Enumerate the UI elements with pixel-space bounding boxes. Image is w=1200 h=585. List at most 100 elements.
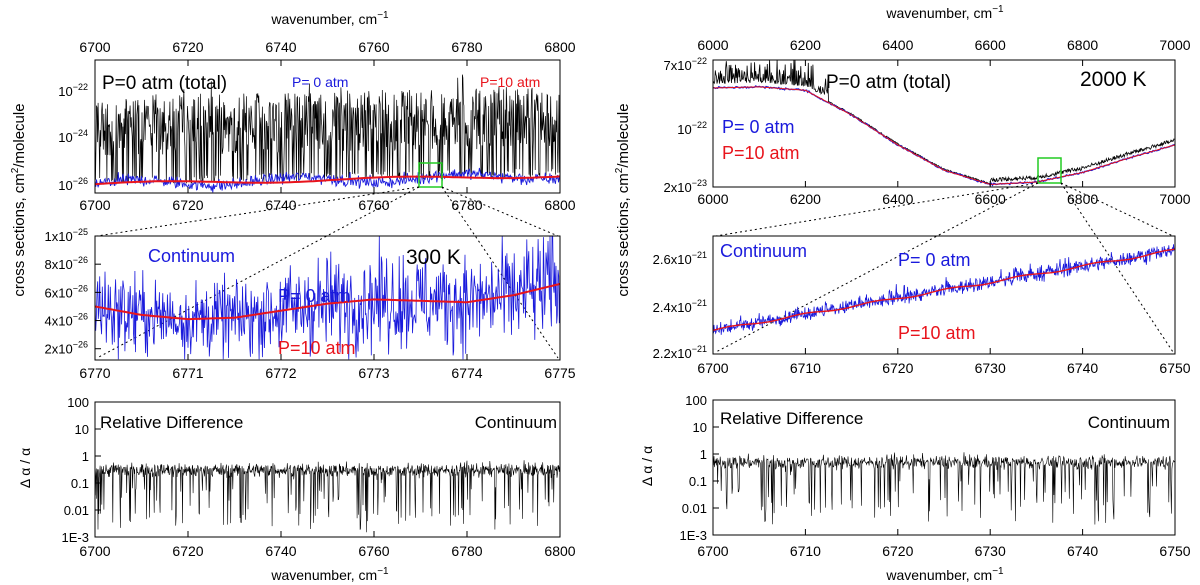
right-p3-ticklabel-4: 6740 (1067, 543, 1098, 559)
right-zoom-series-p0 (712, 244, 1176, 335)
left-zoom-connectors (96, 186, 559, 359)
right-p2-ticklabel-5: 6750 (1159, 360, 1190, 376)
right-panel-reldiff-yticks: 100 10 1 0.1 0.01 1E-3 (680, 393, 719, 543)
left-label-p0-zoom: P= 0 atm (278, 286, 351, 306)
right-connector-2 (1060, 182, 1174, 237)
left-panel-total: 6700 6720 6740 6760 6780 6800 6700 6720 6740 676… (58, 39, 576, 213)
right-p2-ticklabel-1: 6710 (790, 360, 821, 376)
left-label-p0: P= 0 atm (292, 74, 348, 90)
right-ytick-2.4e-21: 2.4x10−21 (653, 298, 707, 315)
left-label-reldiff: Relative Difference (100, 413, 243, 432)
right-ytick-2e-23: 2x10−23 (664, 178, 707, 195)
right-p3-ticklabel-0: 6700 (697, 543, 728, 559)
right-label-2000k: 2000 K (1080, 68, 1147, 91)
right-panel-reldiff-data (712, 452, 1176, 525)
left-panel-continuum-data (94, 235, 561, 360)
right-label-p0: P= 0 atm (722, 117, 795, 137)
left-ytick-1e-22: 10−22 (58, 82, 88, 99)
left-p2-yticklabel-2: 6x10−26 (45, 283, 88, 300)
left-panel-reldiff-yticks: 100 10 1 0.1 0.01 1E-3 (62, 395, 101, 545)
right-label-reldiff: Relative Difference (720, 409, 863, 428)
left-p3-ticklabel-4: 6780 (451, 543, 482, 559)
right-panel-continuum-frame (712, 235, 1176, 355)
right-label-reldiff-cont: Continuum (1088, 413, 1170, 432)
right-panel-reldiff-frame (712, 399, 1176, 536)
left-panel-total-top-ticks: 6700 6720 6740 6760 6780 6800 (79, 39, 576, 66)
left-panel-total-data (94, 74, 561, 193)
left-label-300k: 300 K (406, 246, 461, 269)
right-top-xlabel: wavenumber, cm−1 (885, 4, 1004, 21)
left-bottom-xlabel: wavenumber, cm−1 (270, 566, 389, 583)
left-p3-ticklabel-0: 6700 (79, 543, 110, 559)
left-p2-yticklabel-3: 4x10−26 (45, 312, 88, 329)
left-p3-yticklabel-5: 1E-3 (62, 530, 89, 545)
left-label-p10: P=10 atm (480, 74, 540, 90)
left-p1-bot-ticklabel-2: 6740 (265, 197, 296, 213)
left-p1-bot-ticklabel-1: 6720 (172, 197, 203, 213)
right-p1-bot-ticklabel-1: 6200 (790, 191, 821, 207)
left-p2-ticklabel-5: 6775 (544, 365, 575, 381)
right-label-total: P=0 atm (total) (826, 72, 951, 93)
left-reldiff-ylabel: Δ α / α (17, 448, 33, 488)
right-label-continuum: Continuum (720, 241, 807, 261)
right-p3-yticklabel-0: 100 (685, 393, 707, 408)
left-label-continuum: Continuum (148, 246, 235, 266)
right-p3-ticklabel-3: 6730 (975, 543, 1006, 559)
left-top-xlabel: wavenumber, cm−1 (270, 10, 389, 27)
left-p1-top-ticklabel-5: 6800 (544, 39, 575, 55)
left-ytick-1e-26: 10−26 (58, 176, 88, 193)
left-panel-continuum-yticks: 1x10−25 8x10−26 6x10−26 4x10−26 2x10−26 (45, 227, 101, 357)
left-panel-reldiff-xticks: 6700 6720 6740 6760 6780 6800 (79, 531, 576, 559)
right-p2-ticklabel-4: 6740 (1067, 360, 1098, 376)
left-p1-top-ticklabel-4: 6780 (451, 39, 482, 55)
left-label-p10-zoom: P=10 atm (278, 338, 356, 358)
left-series-reldiff (94, 460, 561, 533)
right-p3-yticklabel-5: 1E-3 (680, 528, 707, 543)
right-panel-total: 6000 6200 6400 6600 6800 7000 6000 6200 6400 660… (664, 37, 1191, 207)
right-ytick-7e-22: 7x10−22 (664, 56, 707, 73)
left-panel-continuum-frame (94, 235, 561, 361)
left-p2-ticklabel-3: 6773 (358, 365, 389, 381)
left-p3-ticklabel-3: 6760 (358, 543, 389, 559)
right-p1-bot-ticklabel-4: 6800 (1067, 191, 1098, 207)
right-zoom-connectors (715, 182, 1174, 353)
left-zoom-series-p10 (94, 282, 561, 321)
right-panel-total-yticks: 7x10−22 10−22 2x10−23 (664, 56, 707, 195)
left-p2-ticklabel-1: 6771 (172, 365, 203, 381)
right-panel-total-data (712, 59, 1176, 187)
left-ylabel: cross sections, cm2/molecule (10, 103, 28, 296)
right-series-reldiff (712, 452, 1176, 525)
left-label-reldiff-cont: Continuum (475, 413, 557, 432)
right-ytick-2.2e-21: 2.2x10−21 (653, 344, 707, 361)
right-p2-ticklabel-0: 6700 (697, 360, 728, 376)
left-panel-reldiff-data (94, 460, 561, 533)
left-panel-reldiff-frame (94, 401, 561, 538)
right-ylabel: cross sections, cm2/molecule (614, 103, 632, 296)
right-p1-bot-ticklabel-3: 6600 (975, 191, 1006, 207)
right-ytick-1e-22: 10−22 (677, 120, 707, 137)
right-connector-4 (1060, 182, 1174, 353)
left-p1-bot-ticklabel-4: 6780 (451, 197, 482, 213)
left-p2-yticklabel-0: 1x10−25 (45, 227, 88, 244)
right-panel-continuum-xticks: 6700 6710 6720 6730 6740 6750 (697, 348, 1191, 376)
left-p1-bot-ticklabel-0: 6700 (79, 197, 110, 213)
right-p1-top-ticklabel-5: 7000 (1159, 37, 1190, 53)
right-p1-bot-ticklabel-2: 6400 (882, 191, 913, 207)
right-zoom-series-p10 (712, 248, 1176, 332)
right-ytick-2.6e-21: 2.6x10−21 (653, 250, 707, 267)
left-p3-ticklabel-2: 6740 (265, 543, 296, 559)
right-p3-yticklabel-1: 10 (693, 420, 707, 435)
right-p1-bot-ticklabel-0: 6000 (697, 191, 728, 207)
left-p1-top-ticklabel-3: 6760 (358, 39, 389, 55)
left-p3-yticklabel-4: 0.01 (64, 503, 89, 518)
right-label-p10: P=10 atm (722, 143, 800, 163)
left-p3-yticklabel-3: 0.1 (71, 476, 89, 491)
left-connector-3 (96, 186, 420, 359)
left-connector-2 (441, 186, 559, 237)
left-zoom-series-p0 (94, 235, 561, 360)
right-panel-total-frame (712, 59, 1176, 188)
left-p2-yticklabel-4: 2x10−26 (45, 340, 88, 357)
right-series-p10 (712, 86, 1176, 185)
right-p3-ticklabel-2: 6720 (882, 543, 913, 559)
